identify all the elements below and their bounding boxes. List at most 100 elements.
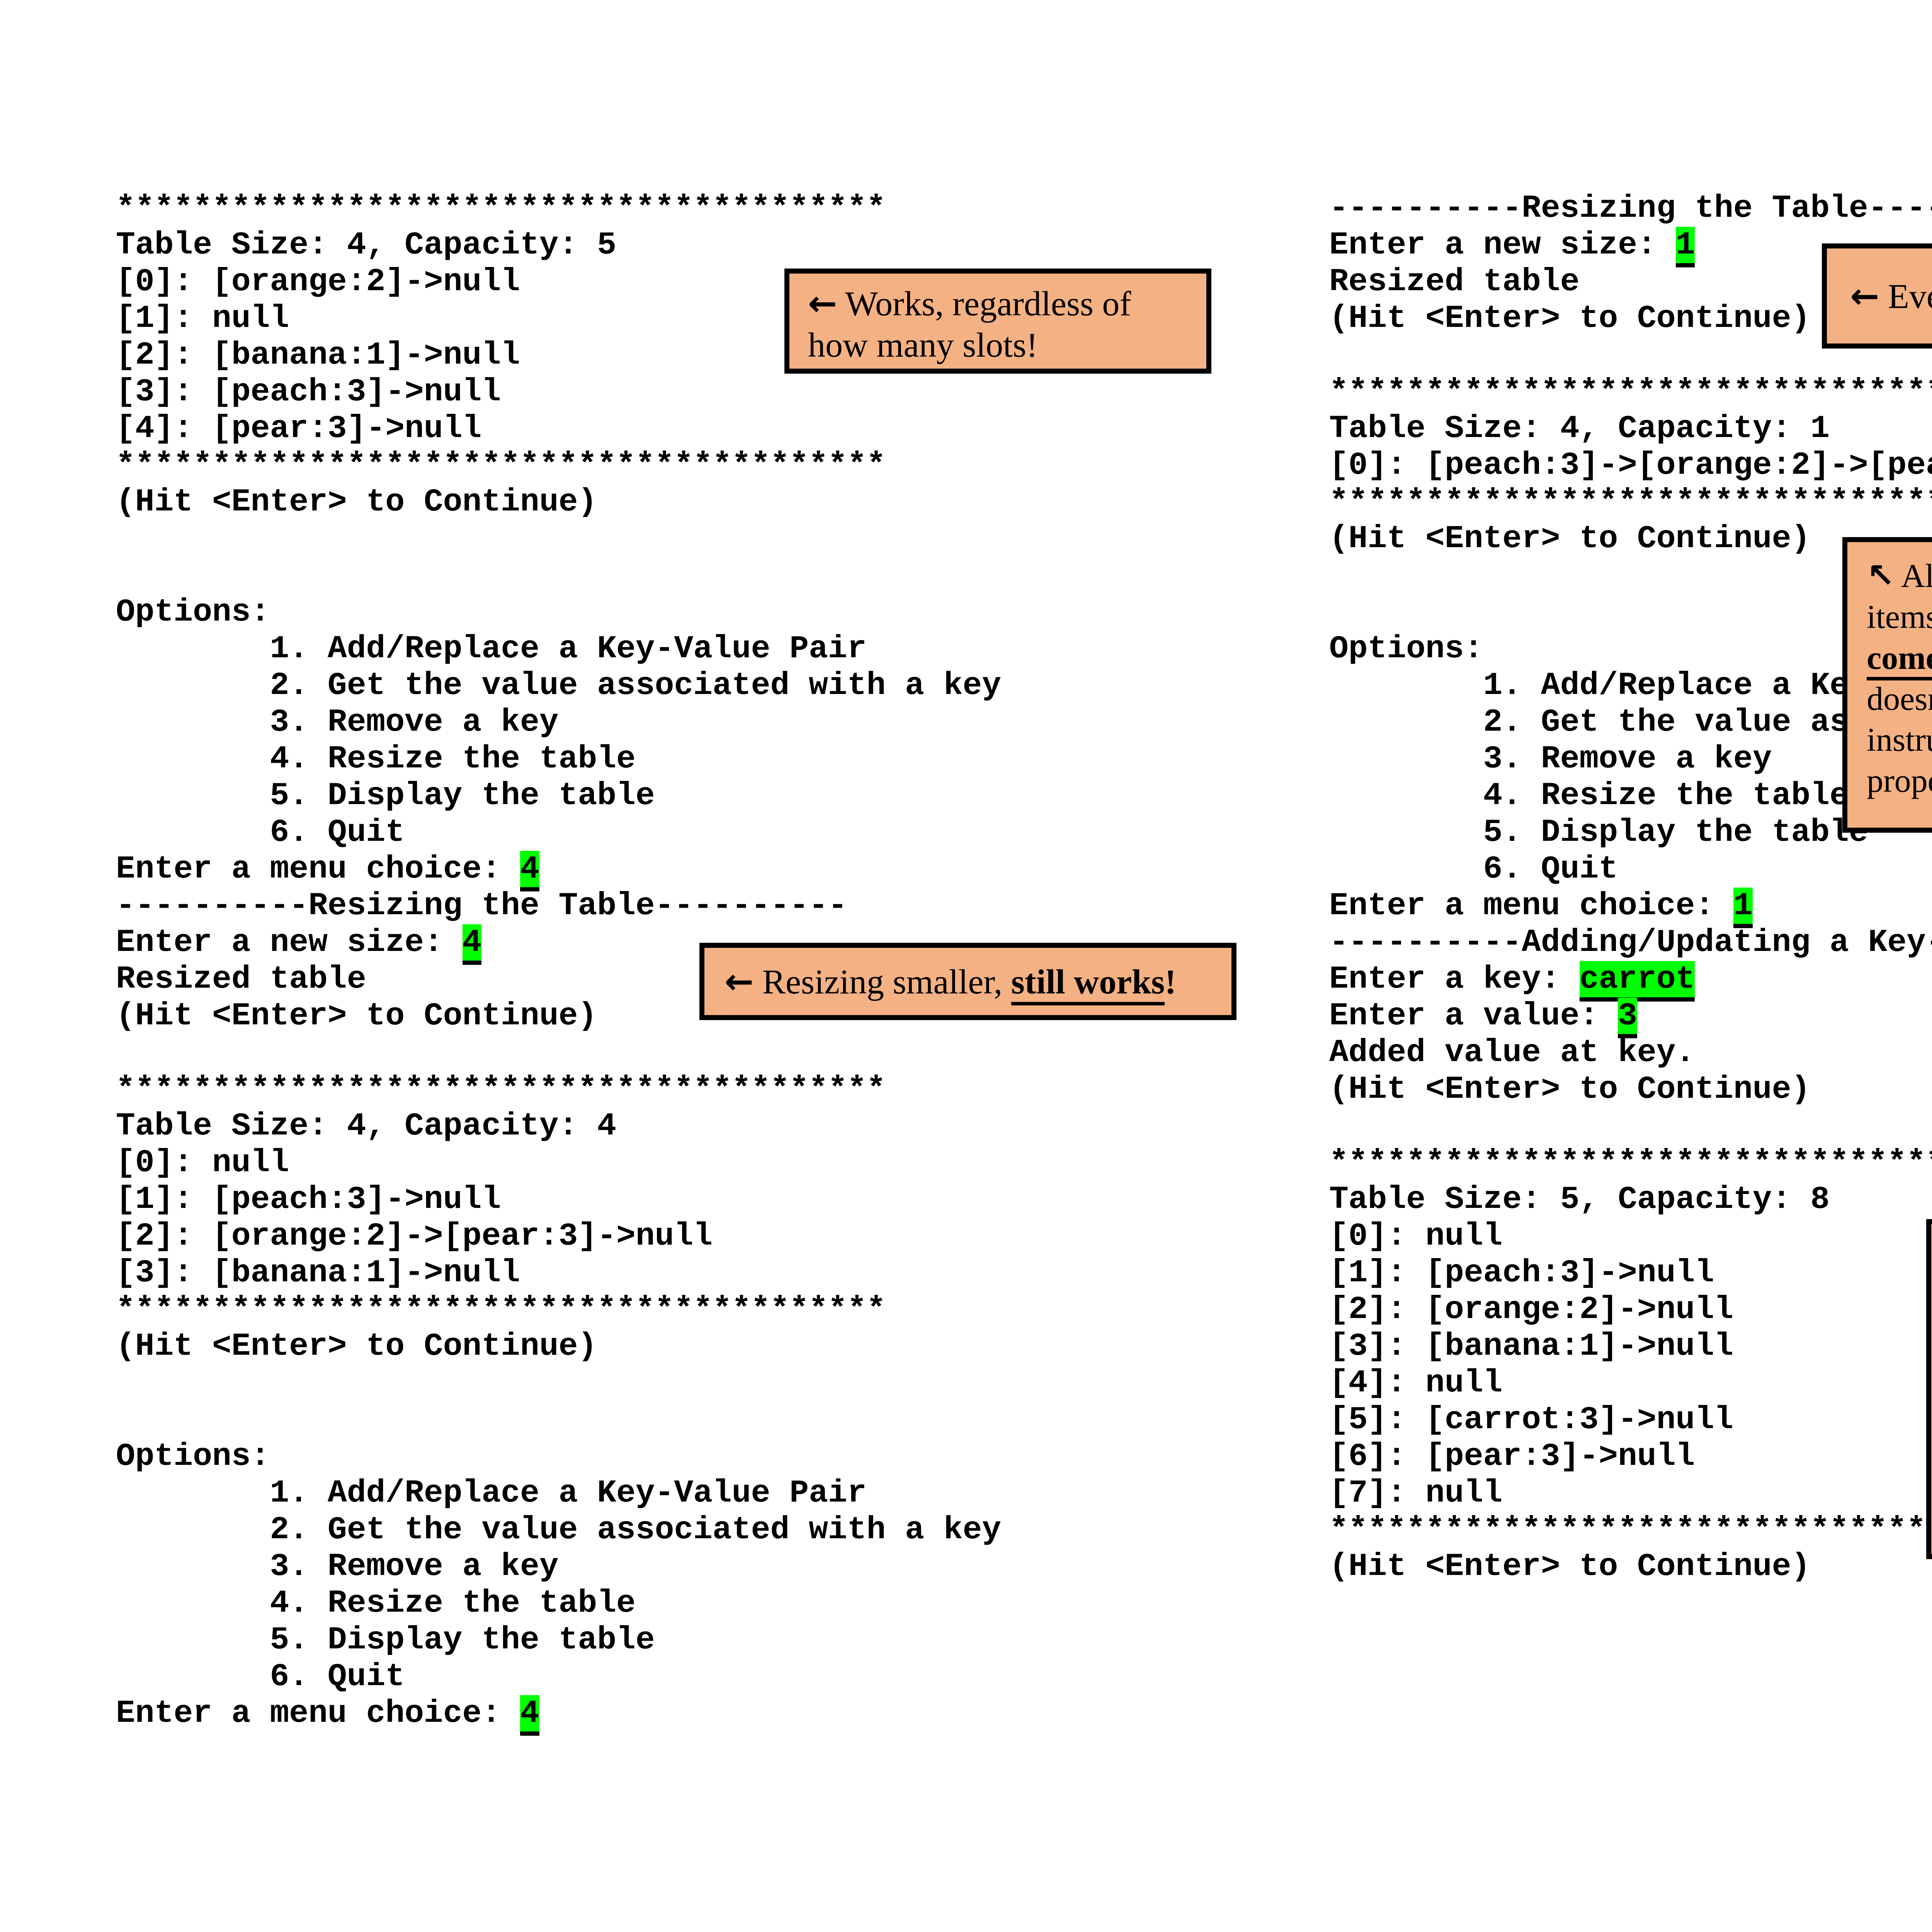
console-line: Options: bbox=[116, 594, 270, 630]
console-line: Enter a value: 3 bbox=[1329, 998, 1932, 1038]
console-line: Enter a new size: 4 bbox=[116, 924, 1001, 965]
console-line: Added value at key. bbox=[1329, 1034, 1695, 1071]
console-line: ----------Resizing the Table---------- bbox=[1329, 190, 1932, 226]
console-line: 3. Remove a key bbox=[116, 1548, 559, 1585]
console-line: 4. Resize the table bbox=[116, 1585, 636, 1621]
callout-text: ← Works, regardless of how many slots! bbox=[808, 283, 1131, 364]
console-line: [4]: [pear:3]->null bbox=[116, 410, 482, 447]
console-input-highlight: 1 bbox=[1675, 227, 1695, 267]
console-line: [1]: null bbox=[116, 300, 289, 337]
callout-even-smaller-still-works: ← Even smaller, still works! bbox=[1822, 243, 1932, 349]
console-line: [2]: [orange:2]->[pear:3]->null bbox=[116, 1218, 713, 1254]
console-line: [1]: [peach:3]->null bbox=[1329, 1255, 1714, 1291]
console-line: **************************************** bbox=[116, 190, 886, 226]
console-line: Table Size: 4, Capacity: 5 bbox=[116, 227, 617, 263]
console-line: [7]: null bbox=[1329, 1475, 1503, 1511]
console-line: Enter a menu choice: 1 bbox=[1329, 888, 1932, 928]
console-transcript-left-column: ****************************************… bbox=[116, 190, 1002, 1736]
console-line: **************************************** bbox=[116, 1291, 886, 1328]
callout-text-segment: Resizing smaller, bbox=[753, 963, 1011, 1001]
callout-text-segment: Works, regardless of how many slots! bbox=[808, 285, 1131, 364]
console-line: (Hit <Enter> to Continue) bbox=[1329, 1071, 1811, 1107]
console-line: **************************************** bbox=[1329, 484, 1932, 520]
console-line: 1. Add/Replace a Key-Value Pair bbox=[116, 1475, 867, 1511]
console-line bbox=[1329, 1108, 1932, 1145]
console-line: Options: bbox=[116, 1438, 270, 1475]
console-line bbox=[116, 557, 1001, 594]
left-arrow-icon: ← bbox=[1850, 276, 1879, 316]
console-input-highlight: 4 bbox=[520, 851, 539, 891]
callout-text-segment: Even smaller, bbox=[1888, 277, 1932, 316]
console-line: 5. Display the table bbox=[116, 777, 655, 814]
console-line: 4. Resize the table bbox=[1329, 777, 1849, 814]
console-line: Enter a menu choice: 4 bbox=[116, 1695, 1001, 1736]
console-line: 2. Get the value associated with a key bbox=[116, 667, 1002, 704]
callout-resizing-smaller-still-works: ← Resizing smaller, still works! bbox=[699, 943, 1236, 1020]
console-input-highlight: 3 bbox=[1618, 998, 1637, 1038]
console-line: Table Size: 5, Capacity: 8 bbox=[1329, 1181, 1830, 1218]
console-line: Table Size: 4, Capacity: 4 bbox=[116, 1108, 617, 1144]
console-line: [0]: [peach:3]->[orange:2]->[pear:3]->[b… bbox=[1329, 447, 1932, 483]
console-line: Table Size: 4, Capacity: 1 bbox=[1329, 410, 1830, 447]
callout-text-segment: All in one chain. Note the order of item… bbox=[1867, 557, 1932, 635]
console-line: (Hit <Enter> to Continue) bbox=[1329, 520, 1811, 557]
console-line: Enter a menu choice: 4 bbox=[116, 851, 1001, 891]
left-arrow-icon: ← bbox=[808, 283, 837, 324]
console-line: 3. Remove a key bbox=[1329, 741, 1772, 777]
console-line: 6. Quit bbox=[116, 814, 405, 850]
console-line: 6. Quit bbox=[116, 1658, 405, 1695]
console-line: 2. Get the value associated with a key bbox=[116, 1512, 1002, 1548]
console-line: [0]: [orange:2]->null bbox=[116, 264, 520, 300]
console-line bbox=[116, 520, 1001, 557]
console-line bbox=[1329, 594, 1932, 631]
console-line: 5. Display the table bbox=[1329, 814, 1868, 850]
console-line: [3]: [peach:3]->null bbox=[116, 374, 501, 410]
console-line: **************************************** bbox=[1329, 1145, 1932, 1181]
callout-load-too-high-rehash-note: ← Load too high after adding, table does… bbox=[1926, 1219, 1932, 1559]
console-transcript-right-column: ----------Resizing the Table----------En… bbox=[1329, 190, 1932, 1585]
console-line: Enter a key: carrot bbox=[1329, 961, 1932, 1002]
console-line: Enter a new size: 1 bbox=[1329, 227, 1932, 267]
up-left-arrow-icon: ↖ bbox=[1867, 556, 1895, 595]
callout-text-segment: ! bbox=[1165, 963, 1177, 1001]
console-line: 1. Add/Replace a Key-Value Pair bbox=[1483, 667, 1932, 704]
console-input-highlight: carrot bbox=[1579, 961, 1695, 1002]
console-line: (Hit <Enter> to Continue) bbox=[1329, 1548, 1811, 1585]
console-line: (Hit <Enter> to Continue) bbox=[1329, 300, 1811, 337]
console-line: 2. Get the value associated with a key bbox=[1483, 704, 1932, 740]
console-line: [2]: [orange:2]->null bbox=[1329, 1291, 1733, 1328]
console-input-highlight: 4 bbox=[462, 924, 482, 965]
callout-text: ↖ All in one chain. Note the order of it… bbox=[1867, 556, 1932, 799]
console-line bbox=[116, 1401, 1001, 1438]
console-line: Resized table bbox=[116, 961, 366, 997]
console-line bbox=[1329, 557, 1932, 594]
console-line: 5. Display the table bbox=[116, 1622, 655, 1658]
callout-text: ← Resizing smaller, still works! bbox=[724, 961, 1177, 1005]
console-input-highlight: 1 bbox=[1733, 888, 1753, 928]
console-line bbox=[116, 1365, 1001, 1401]
console-line: 3. Remove a key bbox=[116, 704, 559, 740]
console-line: **************************************** bbox=[116, 447, 886, 483]
console-line: [0]: null bbox=[1329, 1218, 1503, 1254]
callout-text-segment: still works bbox=[1011, 963, 1165, 1005]
console-line: **************************************** bbox=[116, 1071, 886, 1107]
console-line: [4]: null bbox=[1329, 1365, 1503, 1401]
console-line: **************************************** bbox=[1329, 374, 1932, 410]
left-arrow-icon: ← bbox=[724, 961, 754, 1002]
console-line: 6. Quit bbox=[1329, 851, 1618, 887]
console-line: (Hit <Enter> to Continue) bbox=[116, 484, 597, 520]
console-line: 4. Resize the table bbox=[116, 741, 636, 777]
console-line bbox=[116, 1034, 1001, 1071]
console-line: Options: bbox=[1329, 631, 1483, 667]
callout-text-segment: If it doesn’t, you’re not following the … bbox=[1867, 680, 1932, 799]
console-line: [3]: [banana:1]->null bbox=[116, 1255, 520, 1291]
console-line: [1]: [peach:3]->null bbox=[116, 1181, 501, 1218]
console-line: (Hit <Enter> to Continue) bbox=[116, 1328, 597, 1364]
console-line: [2]: [banana:1]->null bbox=[116, 337, 520, 373]
callout-text: ← Even smaller, still works! bbox=[1850, 276, 1932, 316]
callout-text-segment: Very important that it comes out the sam… bbox=[1867, 598, 1932, 680]
console-line: [0]: null bbox=[116, 1145, 289, 1181]
console-line: [6]: [pear:3]->null bbox=[1329, 1438, 1695, 1475]
console-line: Resized table bbox=[1329, 264, 1580, 300]
